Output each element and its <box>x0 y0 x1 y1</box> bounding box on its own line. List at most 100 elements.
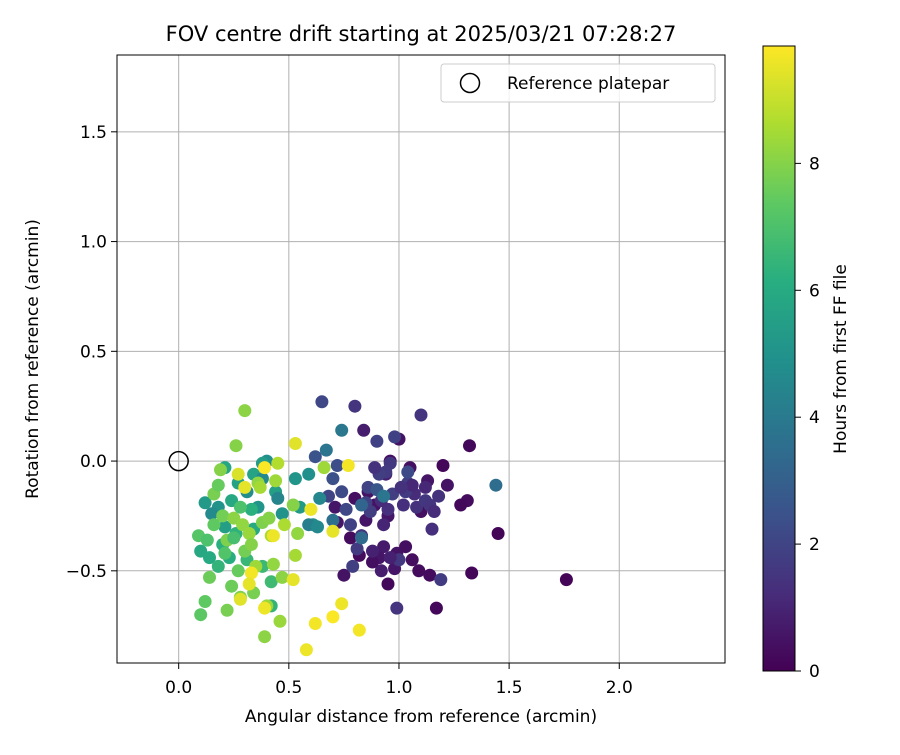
data-point <box>319 443 333 457</box>
data-point <box>414 408 428 422</box>
data-point <box>388 430 402 444</box>
data-point <box>317 461 331 475</box>
y-tick-label: 1.5 <box>80 123 107 143</box>
data-point <box>326 513 340 527</box>
data-point <box>337 568 351 582</box>
data-point <box>368 461 382 475</box>
x-tick-label: 1.0 <box>385 678 412 698</box>
data-point <box>313 491 327 505</box>
data-points <box>192 395 573 657</box>
x-tick-label: 1.5 <box>496 678 523 698</box>
data-point <box>383 551 397 565</box>
data-point <box>374 564 388 578</box>
colorbar-tick-label: 8 <box>809 154 820 174</box>
data-point <box>463 439 476 453</box>
data-point <box>227 531 241 545</box>
data-point <box>390 601 404 615</box>
data-point <box>436 459 450 472</box>
data-point <box>238 480 252 494</box>
x-tick-label: 0.0 <box>165 678 192 698</box>
data-point <box>308 450 322 464</box>
data-point <box>233 500 247 514</box>
data-point <box>244 566 258 580</box>
data-point <box>218 546 232 560</box>
data-point <box>242 527 256 540</box>
data-point <box>429 601 443 615</box>
data-point <box>412 564 426 578</box>
data-point <box>335 423 349 437</box>
data-point <box>394 480 408 494</box>
legend-box <box>440 63 716 103</box>
data-point <box>288 472 302 486</box>
data-point <box>432 489 446 503</box>
data-point <box>291 527 305 540</box>
x-tick-label: 0.5 <box>275 678 302 698</box>
data-point <box>346 559 360 573</box>
data-point <box>440 478 454 492</box>
data-point <box>326 524 340 538</box>
data-point <box>218 520 232 534</box>
data-point <box>225 579 239 593</box>
data-point <box>286 498 300 512</box>
data-point <box>229 439 243 453</box>
data-point <box>203 551 216 565</box>
data-point <box>233 592 247 606</box>
legend: Reference platepar <box>440 63 716 103</box>
data-point <box>308 617 322 630</box>
data-point <box>425 522 439 536</box>
data-point <box>311 520 324 534</box>
data-point <box>198 595 212 608</box>
data-point <box>489 478 503 492</box>
data-point <box>355 531 368 545</box>
data-point <box>377 489 391 503</box>
data-point <box>288 548 302 562</box>
data-point <box>399 540 413 554</box>
data-point <box>211 478 225 492</box>
data-point <box>339 502 353 516</box>
data-point <box>258 630 272 644</box>
data-point <box>266 557 280 571</box>
reference-marker-layer <box>168 450 189 472</box>
data-point <box>328 500 342 514</box>
data-point <box>326 472 340 486</box>
data-point <box>491 527 505 540</box>
data-point <box>286 573 300 587</box>
x-axis-ticks: 0.0 0.5 1.0 1.5 2.0 <box>165 663 633 698</box>
data-point <box>205 507 219 521</box>
data-point <box>299 643 313 657</box>
y-tick-label: 0.5 <box>80 342 107 362</box>
data-point <box>220 603 234 617</box>
data-point <box>262 511 276 525</box>
legend-marker-reference <box>459 72 481 94</box>
data-point <box>401 465 415 479</box>
data-point <box>344 518 357 532</box>
data-point <box>211 559 225 573</box>
legend-label-reference: Reference platepar <box>507 74 669 94</box>
data-point <box>253 480 267 494</box>
data-point <box>335 597 349 611</box>
data-point <box>377 540 391 554</box>
data-point <box>326 610 340 624</box>
plot-frame <box>116 54 726 664</box>
data-point <box>277 518 291 532</box>
data-point <box>231 564 245 578</box>
data-point <box>271 491 285 505</box>
data-point <box>366 544 379 558</box>
data-point <box>348 399 362 413</box>
data-point <box>418 480 432 494</box>
data-point <box>242 577 256 591</box>
data-point <box>264 575 278 589</box>
data-point <box>258 601 272 615</box>
colorbar-tick-label: 6 <box>809 281 820 301</box>
data-point <box>352 623 366 637</box>
data-point <box>214 463 227 477</box>
colorbar-ticks: 0 2 4 6 8 <box>795 154 820 682</box>
y-axis-label: Rotation from reference (arcmin) <box>23 219 43 499</box>
x-axis-label: Angular distance from reference (arcmin) <box>245 707 597 727</box>
data-point <box>244 538 258 551</box>
data-point <box>238 404 252 418</box>
data-point <box>269 474 283 488</box>
y-tick-label: −0.5 <box>66 562 107 582</box>
